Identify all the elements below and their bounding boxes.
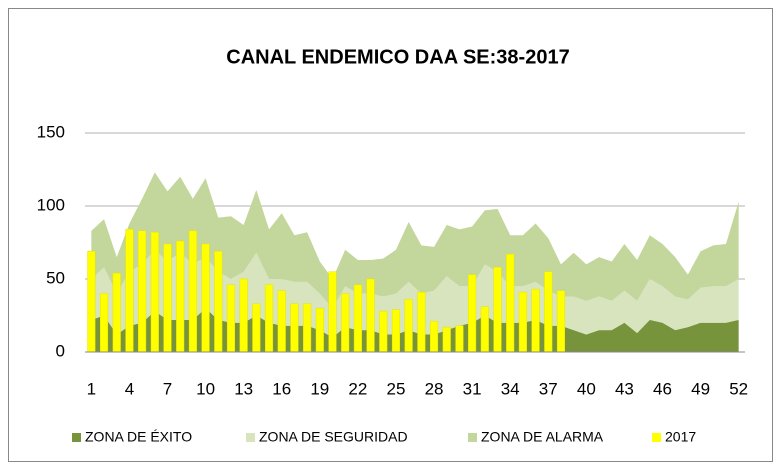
- legend-label: ZONA DE SEGURIDAD: [259, 429, 408, 445]
- bar: [366, 278, 375, 353]
- y-tick-label: 150: [37, 122, 65, 141]
- x-tick-label: 19: [310, 379, 329, 398]
- bar: [404, 299, 413, 353]
- x-tick-label: 1: [87, 379, 96, 398]
- chart-title: CANAL ENDEMICO DAA SE:38-2017: [226, 46, 569, 68]
- bar: [112, 272, 121, 353]
- bar: [99, 293, 109, 353]
- bar: [163, 243, 172, 353]
- bar: [188, 230, 197, 353]
- legend-swatch: [72, 433, 81, 442]
- legend-label: ZONA DE ÉXITO: [85, 429, 192, 445]
- x-tick-label: 31: [463, 379, 482, 398]
- x-tick-label: 22: [348, 379, 367, 398]
- x-tick-label: 25: [387, 379, 406, 398]
- bar: [442, 326, 451, 353]
- x-tick-label: 4: [125, 379, 134, 398]
- bar: [214, 251, 223, 353]
- x-tick-label: 13: [234, 379, 253, 398]
- y-tick-label: 50: [46, 268, 65, 287]
- bar: [176, 240, 185, 353]
- x-tick-label: 49: [691, 379, 710, 398]
- legend-label: 2017: [665, 429, 696, 445]
- legend-swatch: [468, 433, 477, 442]
- x-tick-label: 28: [425, 379, 444, 398]
- x-tick-label: 10: [196, 379, 215, 398]
- bar: [379, 310, 388, 353]
- bar: [468, 274, 477, 353]
- x-tick-label: 34: [501, 379, 520, 398]
- legend-swatch: [652, 433, 661, 442]
- bar: [239, 278, 248, 353]
- x-tick-label: 7: [163, 379, 172, 398]
- bar: [328, 271, 337, 353]
- y-tick-label: 100: [37, 195, 65, 214]
- area: [91, 172, 739, 309]
- bar: [315, 307, 324, 353]
- y-tick-label: 0: [56, 341, 65, 360]
- x-tick-label: 52: [729, 379, 748, 398]
- bar: [417, 291, 426, 353]
- bar: [556, 290, 566, 353]
- bar: [277, 290, 286, 353]
- bar: [290, 303, 299, 353]
- x-tick-label: 40: [577, 379, 596, 398]
- bar: [125, 229, 134, 353]
- bar: [429, 321, 439, 353]
- bar: [391, 309, 401, 353]
- bar: [201, 243, 210, 353]
- x-tick-label: 37: [539, 379, 558, 398]
- bar: [518, 291, 527, 353]
- bar: [341, 293, 350, 353]
- bar: [138, 230, 147, 353]
- x-tick-label: 46: [653, 379, 672, 398]
- x-tick-label: 16: [272, 379, 291, 398]
- bar: [226, 284, 236, 353]
- bar: [506, 253, 515, 353]
- bar: [544, 271, 553, 353]
- x-tick-label: 43: [615, 379, 634, 398]
- bar: [531, 288, 540, 353]
- bar: [353, 284, 362, 353]
- bar: [480, 306, 489, 353]
- bar: [455, 325, 464, 353]
- bar: [493, 267, 502, 353]
- bar: [150, 232, 159, 353]
- bar: [303, 303, 312, 353]
- bar: [252, 303, 261, 353]
- legend-label: ZONA DE ALARMA: [481, 429, 604, 445]
- bar: [264, 284, 274, 353]
- bar: [87, 251, 96, 353]
- legend-swatch: [246, 433, 255, 442]
